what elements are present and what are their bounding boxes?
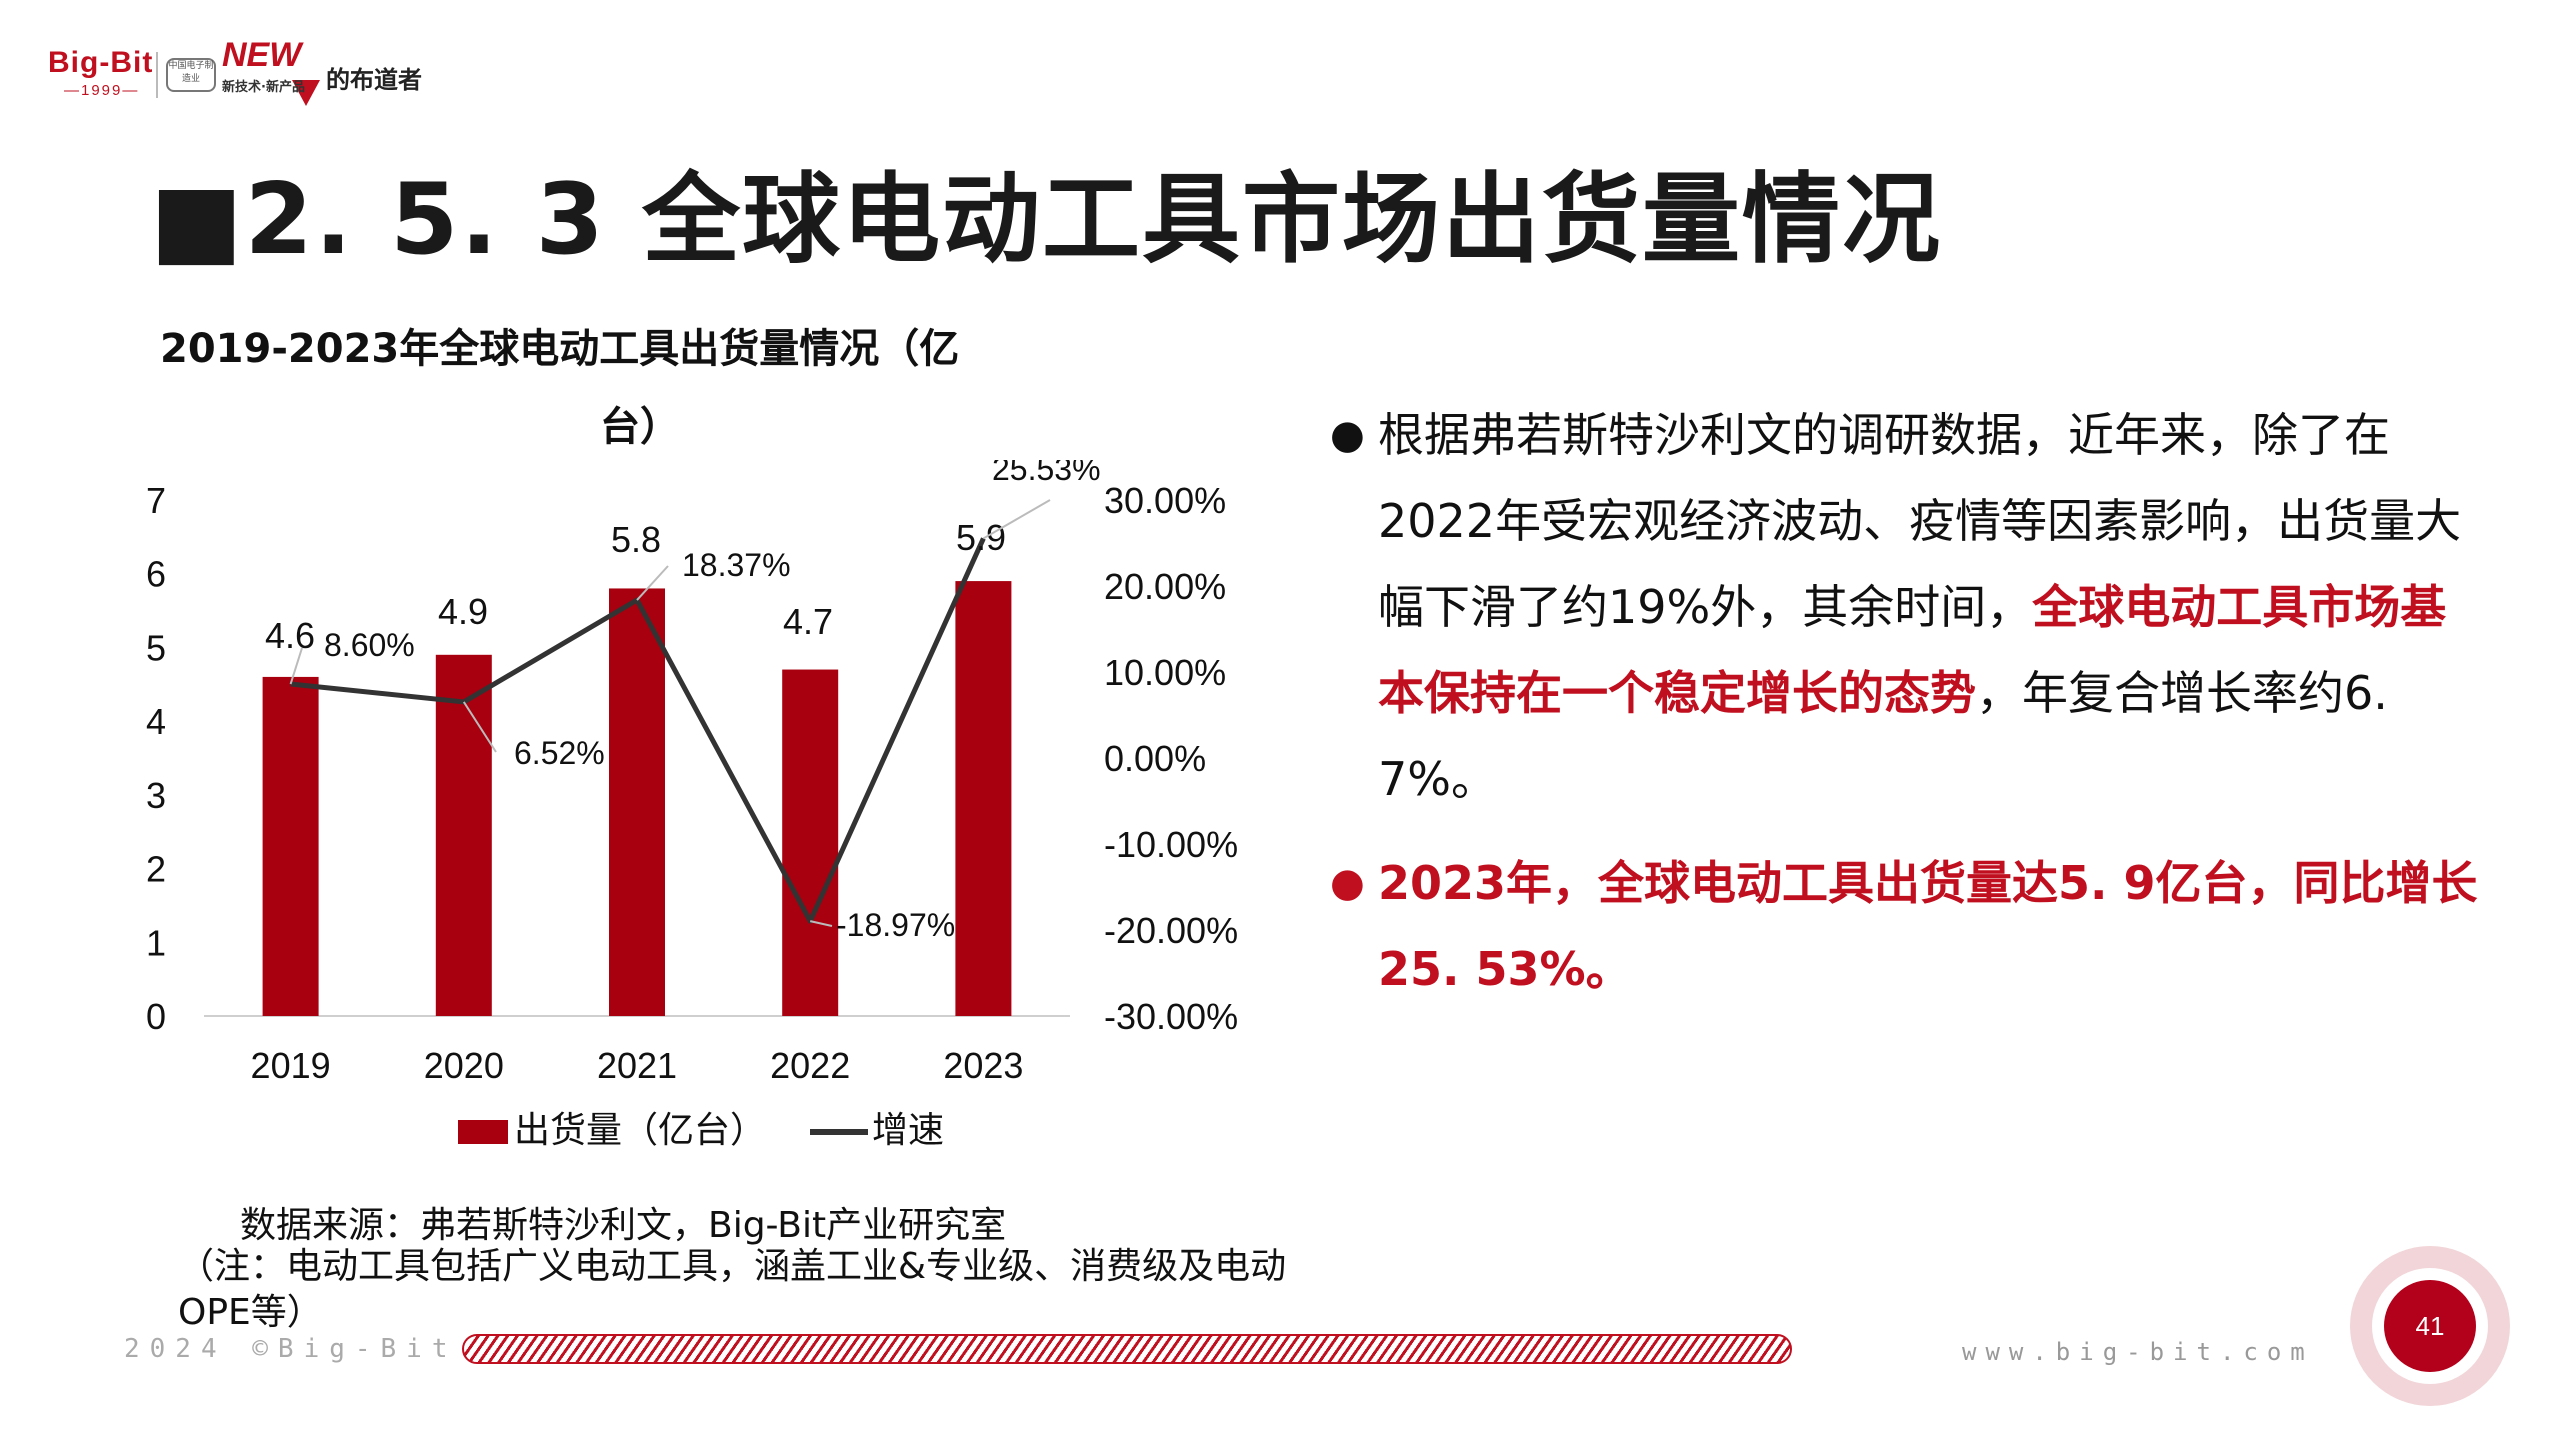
x-axis-tick: 2021: [597, 1045, 677, 1086]
chart-title-line2: 台）: [600, 404, 680, 450]
footer-website: www.big-bit.com: [1962, 1338, 2314, 1366]
right-axis-tick: 20.00%: [1104, 566, 1226, 607]
x-axis-tick: 2022: [770, 1045, 850, 1086]
legend-line-label: 增速: [872, 1109, 944, 1150]
right-axis-tick: -20.00%: [1104, 910, 1238, 951]
left-axis-tick: 1: [146, 922, 166, 963]
legend-bar-label: 出货量（亿台）: [514, 1109, 766, 1150]
growth-leader-line: [982, 499, 1051, 540]
bar-value-label: 4.9: [438, 591, 488, 632]
left-axis-tick: 5: [146, 627, 166, 668]
bullet-2-text: 2023年，全球电动工具出货量达5. 9亿台，同比增长25. 53%。: [1378, 856, 2478, 996]
growth-leader-line: [636, 565, 669, 601]
bar-2021: [609, 588, 665, 1016]
bar-value-label: 4.7: [783, 601, 833, 642]
bullet-1-text-after: ，年复合增长率约6. 7%。: [1378, 666, 2388, 806]
left-axis-tick: 4: [146, 701, 166, 742]
bar-value-label: 4.6: [265, 615, 315, 656]
x-axis-tick: 2020: [424, 1045, 504, 1086]
right-axis-tick: 30.00%: [1104, 480, 1226, 521]
growth-leader-line: [809, 920, 833, 927]
x-axis-tick: 2019: [251, 1045, 331, 1086]
bar-2020: [435, 654, 492, 1016]
logo-brand: Big-Bit: [48, 46, 154, 79]
x-axis-tick: 2023: [943, 1045, 1023, 1086]
left-axis-tick: 6: [146, 554, 166, 595]
bullet-list: ● 根据弗若斯特沙利文的调研数据，近年来，除了在2022年受宏观经济波动、疫情等…: [1330, 392, 2480, 1012]
footer-copyright: 2024 ©Big-Bit: [124, 1334, 458, 1364]
growth-leader-line: [462, 701, 497, 753]
growth-value-label: 6.52%: [514, 735, 605, 771]
footer-hatch-bar: [462, 1334, 1792, 1364]
bar-2019: [262, 676, 319, 1016]
left-axis-tick: 0: [146, 996, 166, 1037]
logo-cn-box: 中国电子制造业: [166, 58, 216, 92]
bullet-dot-icon: ●: [1330, 860, 1365, 906]
bullet-item-2: ● 2023年，全球电动工具出货量达5. 9亿台，同比增长25. 53%。: [1330, 840, 2480, 1012]
bullet-dot-icon: ●: [1330, 412, 1365, 458]
growth-leader-line: [289, 647, 303, 685]
data-source: 数据来源：弗若斯特沙利文，Big-Bit产业研究室: [240, 1205, 1007, 1246]
growth-value-label: 25.53%: [992, 460, 1101, 487]
growth-value-label: 18.37%: [682, 547, 791, 583]
page-number: 41: [2384, 1280, 2476, 1372]
logo-divider: [156, 52, 158, 98]
right-axis-tick: 0.00%: [1104, 738, 1206, 779]
page-number-badge: 41: [2350, 1246, 2510, 1406]
logo-new-sub: 新技术·新产品: [222, 80, 305, 95]
growth-value-label: 8.60%: [324, 627, 415, 663]
bar-2022: [782, 669, 839, 1016]
left-axis-tick: 3: [146, 775, 166, 816]
shipment-chart: 0 1 2 3 4 5 6 7 -30.00% -20.00% -10.00% 0.00% 10.00%…: [146, 460, 1238, 1150]
logo-slogan: 的布道者: [326, 66, 422, 94]
bar-2023: [955, 581, 1012, 1016]
left-axis-tick: 7: [146, 480, 166, 521]
brand-logo: Big-Bit —1999— 中国电子制造业 NEW 新技术·新产品 的布道者: [44, 36, 464, 106]
logo-year: —1999—: [64, 82, 140, 99]
growth-value-label: -18.97%: [836, 907, 955, 943]
logo-new: NEW: [222, 36, 302, 74]
page-title: ■2. 5. 3 全球电动工具市场出货量情况: [150, 163, 1942, 277]
legend-bar-swatch: [458, 1120, 508, 1144]
logo-v-icon: [292, 80, 320, 106]
right-axis-tick: -10.00%: [1104, 824, 1238, 865]
right-axis-tick: 10.00%: [1104, 652, 1226, 693]
data-note: （注：电动工具包括广义电动工具，涵盖工业&专业级、消费级及电动OPE等）: [178, 1246, 1287, 1333]
bar-value-label: 5.8: [611, 519, 661, 560]
bullet-1-text: 根据弗若斯特沙利文的调研数据，近年来，除了在2022年受宏观经济波动、疫情等因素…: [1378, 408, 2462, 634]
bar-value-label: 5.9: [956, 517, 1006, 558]
chart-title-line1: 2019-2023年全球电动工具出货量情况（亿: [160, 326, 960, 372]
bullet-1-highlight: 全球电动工具市场基本保持在一个稳定增长的态势: [1378, 580, 2447, 720]
right-axis-tick: -30.00%: [1104, 996, 1238, 1037]
left-axis-tick: 2: [146, 849, 166, 890]
bullet-item-1: ● 根据弗若斯特沙利文的调研数据，近年来，除了在2022年受宏观经济波动、疫情等…: [1330, 392, 2480, 822]
